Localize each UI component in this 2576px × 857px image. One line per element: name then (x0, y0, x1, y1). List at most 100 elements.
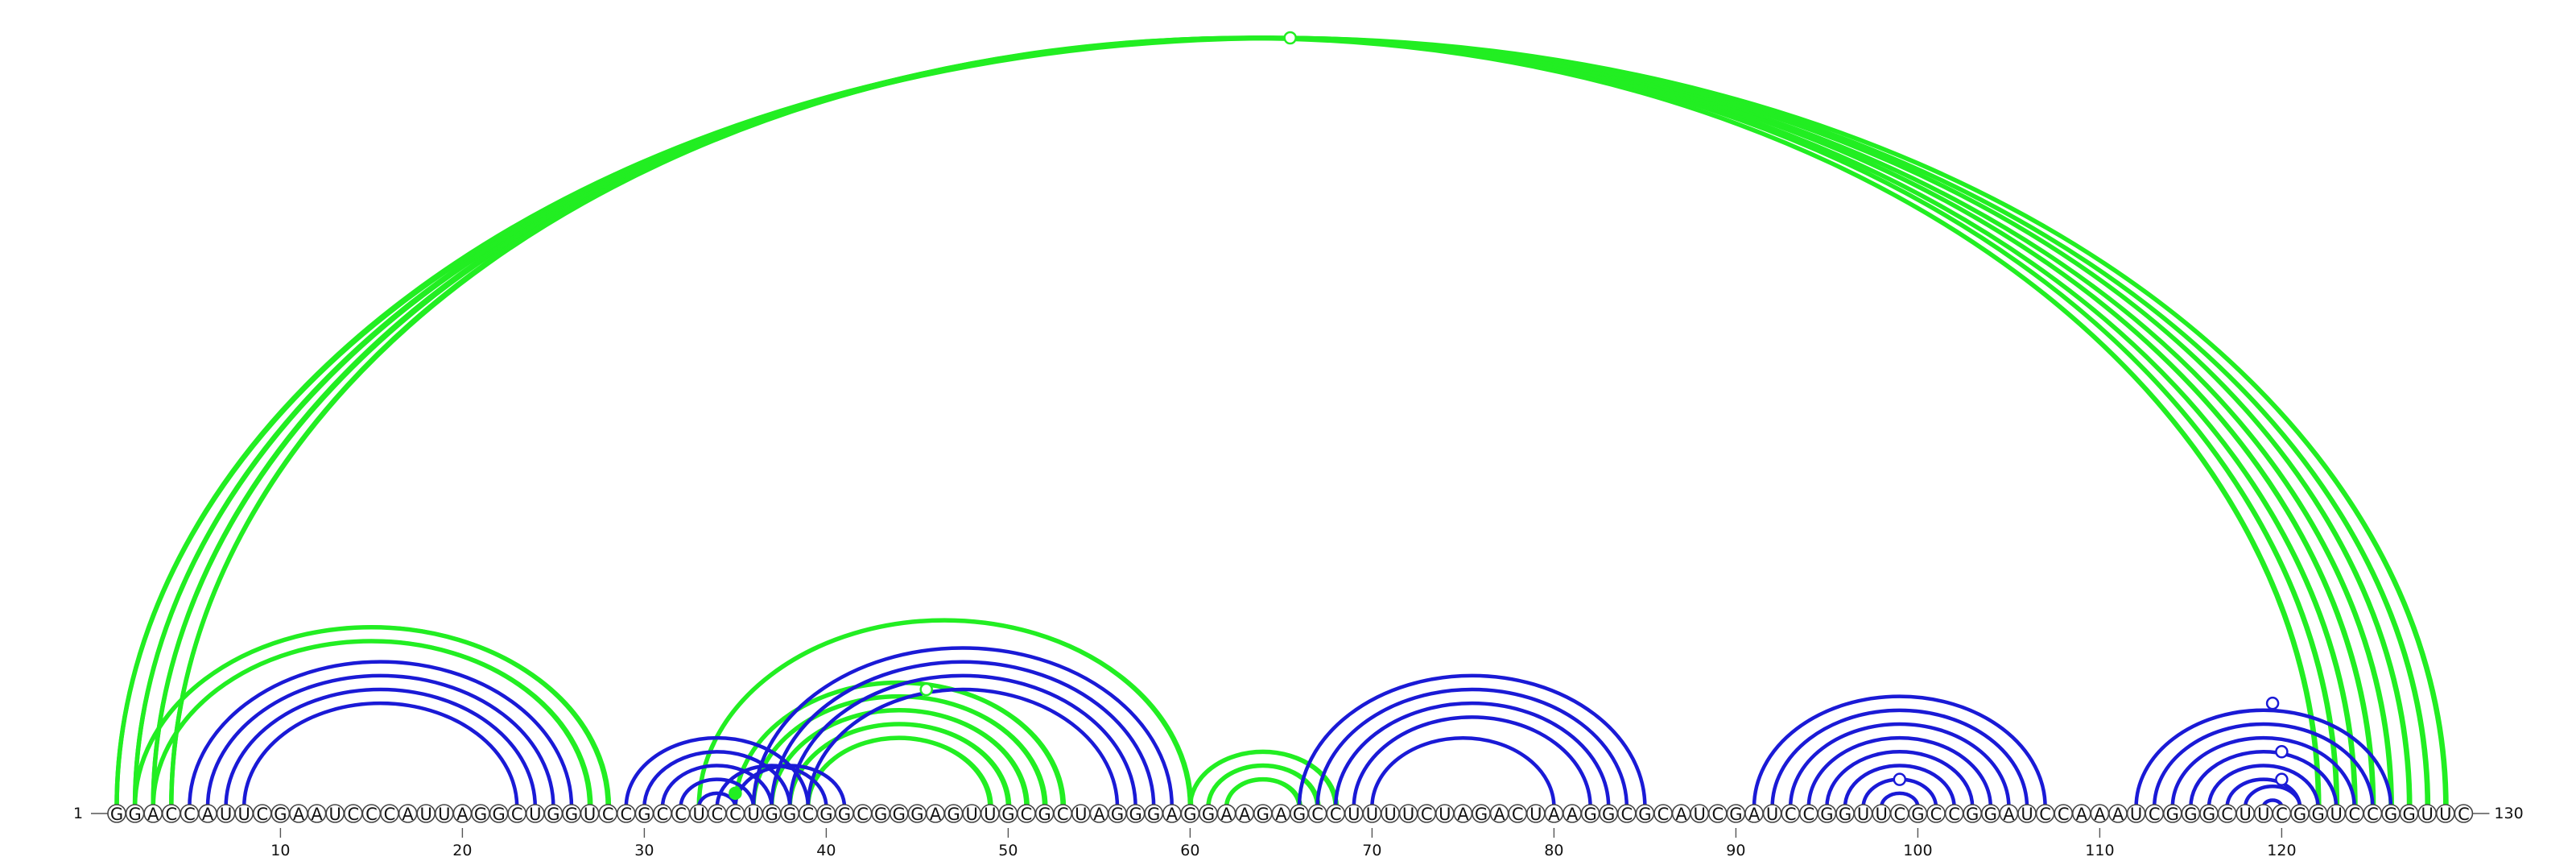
nucleotide: C (1653, 804, 1673, 824)
nucleotide-letter: G (2311, 805, 2324, 824)
nucleotide: A (398, 804, 418, 824)
position-tick-label: 50 (998, 842, 1018, 857)
nucleotide: C (1053, 804, 1072, 824)
nucleotide-letter: U (1348, 805, 1360, 824)
pair-arc-green-inner (151, 639, 593, 809)
nucleotide: C (1944, 804, 1964, 824)
nucleotide-letter: G (1984, 805, 1997, 824)
nucleotide: U (1381, 804, 1400, 824)
nucleotide-letter: C (2221, 805, 2233, 824)
nucleotide: C (380, 804, 399, 824)
nucleotide: A (1489, 804, 1509, 824)
nucleotide: G (943, 804, 964, 824)
nucleotide-letter: U (693, 805, 705, 824)
nucleotide-letter: G (1820, 805, 1833, 824)
pair-arc-blue (242, 701, 519, 809)
nucleotide-letter: C (802, 805, 814, 824)
nucleotide-letter: G (1257, 805, 1269, 824)
nucleotide-letter: C (729, 805, 741, 824)
nucleotide-letter: C (365, 805, 378, 824)
nucleotide: U (2017, 804, 2037, 824)
nucleotide: C (798, 804, 818, 824)
nucleotide: U (1071, 804, 1091, 824)
nucleotide: C (1017, 804, 1036, 824)
nucleotide-letter: C (857, 805, 869, 824)
nucleotide: U (689, 804, 709, 824)
nucleotide-letter: U (584, 805, 596, 824)
nucleotide: G (489, 804, 509, 824)
nucleotide-letter: U (438, 805, 450, 824)
nucleotide: C (2363, 804, 2383, 824)
nucleotide: U (325, 804, 345, 824)
pair-arc-blue (733, 764, 847, 809)
nucleotide: C (1617, 804, 1637, 824)
pair-arc-green (169, 35, 2321, 809)
nucleotide-letter: U (1384, 805, 1396, 824)
nucleotide: G (1144, 804, 1163, 824)
pair-arc-green (806, 735, 993, 809)
position-tick-label: 80 (1544, 842, 1563, 857)
nucleotide: G (1599, 804, 1618, 824)
pair-arc-green-inner (1225, 777, 1302, 809)
nucleotide: C (1417, 804, 1436, 824)
nucleotide: U (434, 804, 454, 824)
nucleotide-letter: U (2330, 805, 2343, 824)
position-tick-label: 90 (1726, 842, 1745, 857)
base-pair-arcs (117, 31, 2448, 809)
nucleotide-letter: A (1239, 805, 1251, 824)
nucleotide: U (1435, 804, 1455, 824)
nucleotide-letter: C (1057, 805, 1069, 824)
pair-arc-blue (1788, 722, 2011, 809)
nucleotide: A (143, 804, 163, 824)
nucleotide-letter: U (966, 805, 978, 824)
nucleotide-letter: U (420, 805, 432, 824)
nucleotide-letter: C (675, 805, 687, 824)
pair-arc-blue (660, 764, 774, 809)
nucleotide-letter: G (1839, 805, 1852, 824)
nucleotide: A (1999, 804, 2019, 824)
nucleotide: G (2163, 804, 2182, 824)
nucleotide-letter: G (783, 805, 796, 824)
nucleotide-letter: G (547, 805, 559, 824)
nucleotide-letter: A (2003, 805, 2015, 824)
pair-marker-blue (2275, 772, 2289, 786)
nucleotide-letter: C (1421, 805, 1433, 824)
pair-arc-blue (1370, 735, 1556, 809)
nucleotide-letter: C (256, 805, 268, 824)
nucleotide-letter: A (311, 805, 323, 824)
nucleotide: C (180, 804, 200, 824)
nucleotide: C (1307, 804, 1327, 824)
nucleotide: G (1635, 804, 1655, 824)
nucleotide-letter: A (456, 805, 469, 824)
nucleotide: G (907, 804, 927, 824)
nucleotide: G (125, 804, 145, 824)
pair-arc-blue (2170, 735, 2357, 809)
nucleotide-letter: U (1876, 805, 1888, 824)
nucleotide-letter: A (147, 805, 159, 824)
nucleotide-letter: C (1893, 805, 1905, 824)
nucleotide: C (616, 804, 636, 824)
pair-arc-blue (1333, 701, 1611, 809)
nucleotide: C (2345, 804, 2364, 824)
nucleotide-letter: U (220, 805, 232, 824)
pair-arc-green (151, 639, 592, 809)
nucleotide-letter: C (2348, 805, 2360, 824)
nucleotide: A (1235, 804, 1254, 824)
nucleotide: G (835, 804, 854, 824)
nucleotide-letter: C (1657, 805, 1670, 824)
nucleotide-letter: C (1802, 805, 1814, 824)
pair-arc-blue (624, 735, 811, 809)
nucleotide-letter: C (1948, 805, 1960, 824)
nucleotide-letter: A (2076, 805, 2088, 824)
nucleotide-letter: G (565, 805, 578, 824)
nucleotide: A (926, 804, 945, 824)
pair-arc-blue (2189, 750, 2339, 809)
nucleotide: U (2436, 804, 2455, 824)
nucleotide: C (2217, 804, 2237, 824)
nucleotide-letter: U (1402, 805, 1414, 824)
nucleotide: C (2054, 804, 2073, 824)
nucleotide: U (1690, 804, 1709, 824)
nucleotide-circle (2454, 804, 2474, 823)
nucleotide: A (1744, 804, 1764, 824)
